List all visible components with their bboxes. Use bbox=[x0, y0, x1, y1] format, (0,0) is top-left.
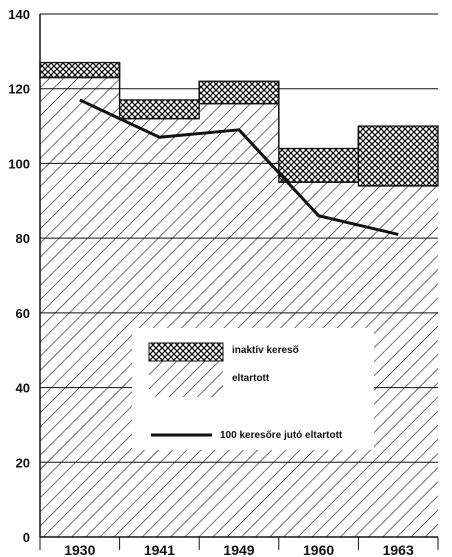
y-tick-label: 100 bbox=[8, 156, 30, 171]
y-tick-label: 20 bbox=[16, 455, 30, 470]
x-tick-label: 1960 bbox=[303, 542, 334, 557]
legend-label-inaktiv: inaktív kereső bbox=[232, 345, 299, 356]
legend-label-line: 100 keresőre jutó eltartott bbox=[220, 430, 343, 441]
x-tick-labels: 1930 1941 1949 1960 1963 bbox=[64, 542, 414, 557]
legend-swatch-inaktiv bbox=[148, 342, 224, 362]
y-tick-label: 140 bbox=[8, 7, 30, 22]
bar-inaktiv-kereso bbox=[198, 80, 280, 105]
bar-inaktiv-kereso bbox=[39, 61, 121, 79]
x-tick-label: 1963 bbox=[383, 542, 414, 557]
legend-label-eltartott: eltartott bbox=[232, 373, 270, 384]
bar-inaktiv-kereso bbox=[278, 147, 360, 183]
axes bbox=[39, 13, 439, 550]
bar-inaktiv-kereso bbox=[357, 125, 439, 187]
line-series bbox=[79, 98, 399, 236]
line-100-keresore-juto-eltartott bbox=[79, 98, 399, 236]
legend-swatch-eltartott bbox=[149, 361, 223, 397]
y-tick-label: 80 bbox=[16, 231, 30, 246]
y-tick-label: 40 bbox=[16, 381, 30, 396]
y-tick-label: 0 bbox=[23, 530, 30, 545]
x-tick-label: 1949 bbox=[223, 542, 254, 557]
y-tick-label: 120 bbox=[8, 82, 30, 97]
y-tick-label: 60 bbox=[16, 306, 30, 321]
bar-inaktiv-kereso bbox=[118, 99, 200, 120]
y-tick-labels: 0 20 40 60 80 100 120 140 bbox=[8, 7, 30, 545]
x-tick-label: 1941 bbox=[144, 542, 175, 557]
bar-eltartott bbox=[119, 118, 200, 537]
bar-eltartott bbox=[199, 103, 279, 538]
legend: inaktív kereső eltartott 100 keresőre ju… bbox=[132, 328, 374, 450]
bar-eltartott bbox=[40, 77, 120, 537]
x-tick-label: 1930 bbox=[64, 542, 95, 557]
bars bbox=[39, 61, 439, 538]
